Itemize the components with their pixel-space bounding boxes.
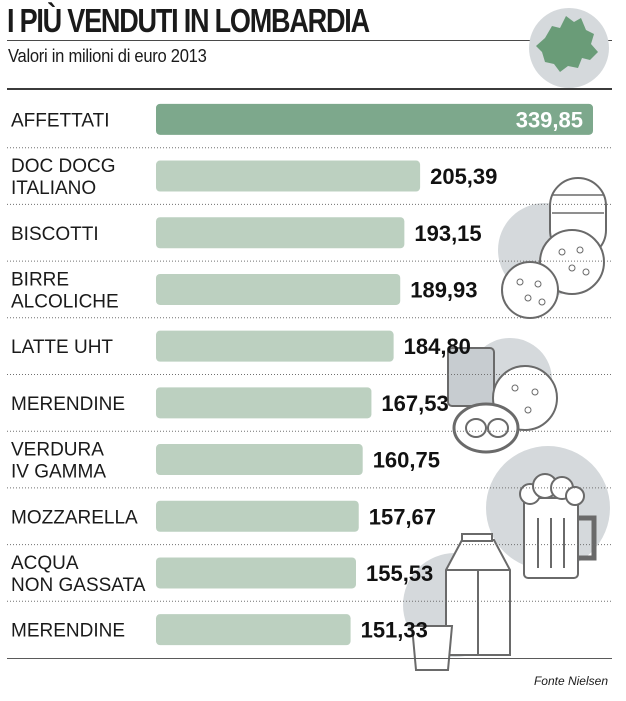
bar-8 [156, 557, 356, 589]
value-label: 167,53 [381, 391, 448, 416]
snacks-icon [447, 338, 558, 454]
bar-rows: AFFETTATI 339,85 DOC DOCG ITALIANO 205,39 BIS… [7, 103, 612, 646]
category-label: AFFETTATI [11, 110, 110, 131]
bar-5 [156, 387, 372, 419]
category-label: VERDURA IV GAMMA [11, 440, 106, 483]
value-label: 193,15 [414, 221, 481, 246]
category-label: LATTE UHT [11, 337, 113, 358]
chart-title: I PIÙ VENDUTI IN LOMBARDIA [7, 2, 370, 39]
top-rule [7, 88, 612, 90]
bar-1 [156, 160, 421, 192]
category-label: MOZZARELLA [11, 507, 138, 528]
bar-4 [156, 330, 394, 362]
chart-subtitle: Valori in milioni di euro 2013 [8, 46, 207, 66]
value-label: 184,80 [404, 334, 471, 359]
category-label: ACQUA NON GASSATA [11, 553, 146, 596]
source-note: Fonte Nielsen [533, 674, 608, 688]
category-label: MERENDINE [11, 621, 125, 642]
bar-9 [156, 614, 351, 646]
value-label: 160,75 [373, 448, 440, 473]
bottom-rule [7, 658, 612, 659]
value-label: 155,53 [366, 561, 433, 586]
bar-3 [156, 273, 401, 305]
beer-mug-icon [486, 446, 610, 579]
value-label: 339,85 [516, 107, 583, 132]
lombardy-map-icon [529, 8, 609, 88]
category-label: DOC DOCG ITALIANO [11, 156, 116, 199]
value-label: 157,67 [369, 504, 436, 529]
value-label: 151,33 [361, 618, 428, 643]
value-label: 205,39 [430, 164, 497, 189]
title-rule [7, 40, 612, 41]
category-label: MERENDINE [11, 394, 125, 415]
bar-2 [156, 217, 405, 249]
biscuits-icon [498, 177, 607, 319]
bar-0 [156, 103, 593, 135]
category-label: BIRRE ALCOLICHE [11, 269, 119, 312]
illustrations [403, 8, 610, 671]
bar-6 [156, 444, 363, 476]
milk-carton-icon [403, 533, 511, 671]
category-label: BISCOTTI [11, 224, 99, 245]
value-label: 189,93 [410, 277, 477, 302]
bar-7 [156, 500, 359, 532]
